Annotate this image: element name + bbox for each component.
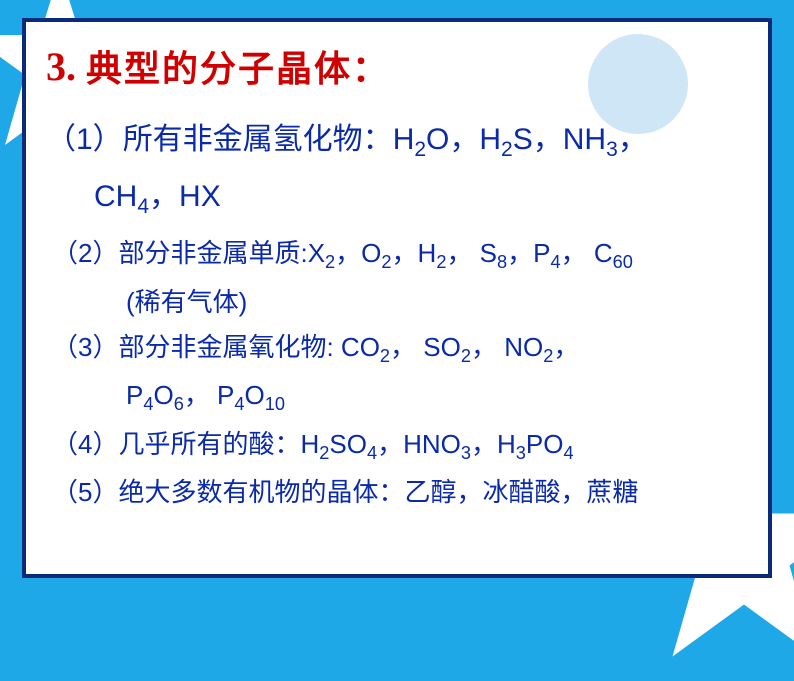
item-2-text: 部分非金属单质:	[118, 238, 307, 268]
item-5-label: （5）	[52, 477, 118, 507]
item-3-line2: P4O6， P4O10	[46, 375, 748, 419]
item-4-text: 几乎所有的酸：	[118, 429, 300, 459]
chem: H2O，H2S，NH3，	[393, 123, 648, 156]
item-2: （2）部分非金属单质:X2，O2，H2， S8，P4， C60	[46, 233, 748, 277]
content-card: 3. 典型的分子晶体： （1）所有非金属氢化物：H2O，H2S，NH3， CH4…	[22, 18, 772, 578]
item-1-line2: CH4，HX	[46, 173, 748, 224]
item-4-label: （4）	[52, 429, 118, 459]
item-5: （5）绝大多数有机物的晶体：乙醇，冰醋酸，蔗糖	[46, 472, 748, 514]
chem: X2，O2，H2， S8，P4， C60	[308, 238, 633, 268]
item-1-label: （1）	[46, 123, 123, 156]
item-3-label: （3）	[52, 332, 118, 362]
chem: H2SO4，HNO3，H3PO4	[300, 429, 573, 459]
item-3: （3）部分非金属氧化物: CO2， SO2， NO2，	[46, 327, 748, 371]
item-1-text: 所有非金属氢化物：	[123, 123, 393, 156]
content-body: （1）所有非金属氢化物：H2O，H2S，NH3， CH4，HX （2）部分非金属…	[46, 116, 748, 514]
title-number: 3.	[46, 43, 76, 90]
chem: P4O6， P4O10	[126, 380, 285, 410]
chem: CH4，HX	[94, 180, 221, 213]
item-3-text: 部分非金属氧化物:	[118, 332, 340, 362]
chem: CO2， SO2， NO2，	[341, 332, 579, 362]
item-2-note: (稀有气体)	[46, 282, 748, 324]
item-5-text: 绝大多数有机物的晶体：乙醇，冰醋酸，蔗糖	[118, 477, 638, 507]
item-2-label: （2）	[52, 238, 118, 268]
title-row: 3. 典型的分子晶体：	[46, 40, 748, 92]
title-text: 典型的分子晶体：	[86, 40, 390, 92]
title-circle-bg	[588, 34, 688, 134]
item-4: （4）几乎所有的酸：H2SO4，HNO3，H3PO4	[46, 424, 748, 468]
